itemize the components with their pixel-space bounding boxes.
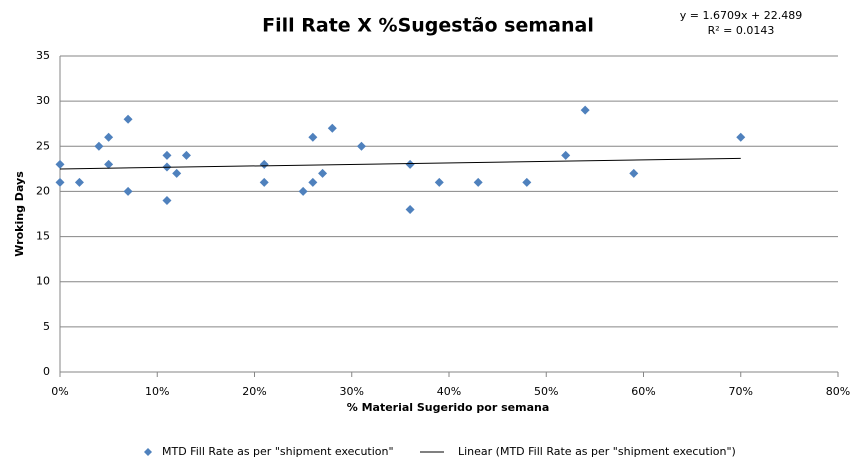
y-tick-label: 0 (43, 365, 50, 378)
x-tick-label: 60% (631, 385, 655, 398)
data-point (736, 132, 746, 142)
y-tick-label: 15 (36, 230, 50, 243)
data-point (162, 150, 172, 160)
x-tick-label: 0% (51, 385, 68, 398)
data-point (181, 150, 191, 160)
y-tick-label: 5 (43, 320, 50, 333)
y-tick-label: 20 (36, 184, 50, 197)
data-point (55, 177, 65, 187)
data-point (104, 159, 114, 169)
x-tick-label: 70% (729, 385, 753, 398)
data-point (629, 168, 639, 178)
x-tick-label: 30% (340, 385, 364, 398)
data-point (434, 177, 444, 187)
x-tick-label: 80% (826, 385, 850, 398)
data-point (308, 132, 318, 142)
data-point (94, 141, 104, 151)
data-point (318, 168, 328, 178)
data-point (522, 177, 532, 187)
data-point (308, 177, 318, 187)
trendline (59, 157, 741, 170)
legend-label: MTD Fill Rate as per "shipment execution… (162, 445, 394, 458)
data-point (74, 177, 84, 187)
data-point (162, 195, 172, 205)
x-axis-title: % Material Sugerido por semana (347, 401, 550, 414)
r-squared: R² = 0.0143 (708, 24, 775, 37)
chart-title: Fill Rate X %Sugestão semanal (262, 15, 594, 37)
legend-symbol (144, 448, 152, 456)
data-point (259, 159, 269, 169)
data-point (55, 159, 65, 169)
x-tick-label: 20% (242, 385, 266, 398)
data-point (327, 123, 337, 133)
x-tick-label: 40% (437, 385, 461, 398)
x-tick-label: 50% (534, 385, 558, 398)
y-axis-title: Wroking Days (13, 171, 26, 257)
legend-label: Linear (MTD Fill Rate as per "shipment e… (458, 445, 736, 458)
equation: y = 1.6709x + 22.489 (680, 9, 802, 22)
data-point (259, 177, 269, 187)
data-point (123, 114, 133, 124)
y-tick-label: 25 (36, 139, 50, 152)
y-tick-label: 10 (36, 275, 50, 288)
data-point (172, 168, 182, 178)
data-point (104, 132, 114, 142)
data-point (123, 186, 133, 196)
data-point (405, 159, 415, 169)
data-point (561, 150, 571, 160)
y-tick-label: 30 (36, 94, 50, 107)
data-point (356, 141, 366, 151)
data-point (580, 105, 590, 115)
data-point (405, 204, 415, 214)
data-point (473, 177, 483, 187)
y-tick-label: 35 (36, 49, 50, 62)
data-point (298, 186, 308, 196)
x-tick-label: 10% (145, 385, 169, 398)
